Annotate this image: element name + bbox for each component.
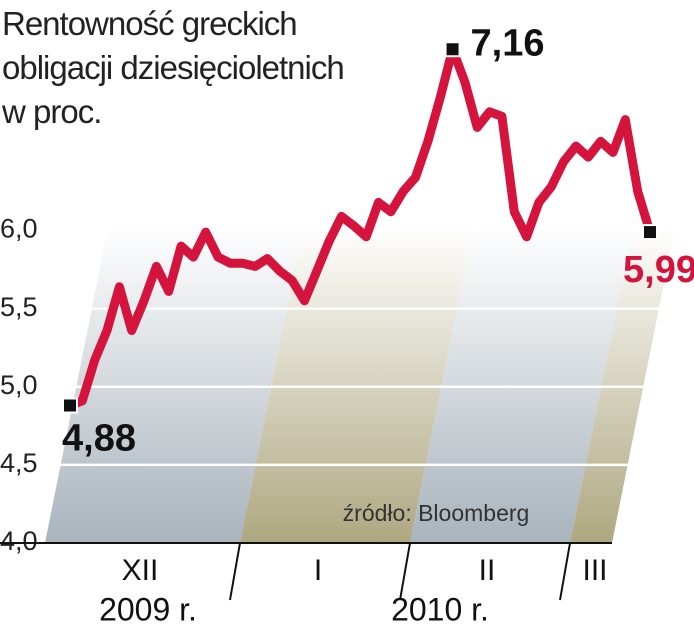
point-marker	[642, 224, 658, 241]
month-band	[570, 225, 676, 543]
month-band	[410, 225, 634, 543]
y-tick-label: 5,5	[0, 292, 38, 322]
month-separator	[399, 542, 411, 601]
x-tick-label: III	[582, 554, 607, 587]
x-tick-label: I	[314, 554, 322, 587]
data-line	[65, 44, 655, 410]
point-marker	[62, 397, 78, 414]
x-tick-label: II	[479, 554, 496, 587]
value-label: 5,99	[623, 249, 694, 291]
source: źródło: Bloomberg	[343, 500, 530, 526]
month-separator	[229, 542, 241, 601]
month-band	[45, 225, 304, 543]
month-separator	[559, 542, 571, 601]
y-tick-label: 6,0	[0, 214, 38, 244]
y-tick-label: 5,0	[0, 370, 38, 400]
y-tick-label: 4,0	[0, 526, 38, 556]
chart-title: Rentowność greckich obligacji dziesięcio…	[2, 5, 345, 130]
month-band	[240, 225, 474, 543]
value-label: 4,88	[62, 418, 136, 460]
x-tick-label: XII	[122, 554, 159, 587]
year-label: 2009 r.	[99, 591, 197, 627]
year-label: 2010 r.	[391, 591, 489, 627]
point-marker	[444, 41, 461, 58]
y-tick-label: 4,5	[0, 448, 38, 478]
value-label: 7,16	[471, 22, 545, 64]
